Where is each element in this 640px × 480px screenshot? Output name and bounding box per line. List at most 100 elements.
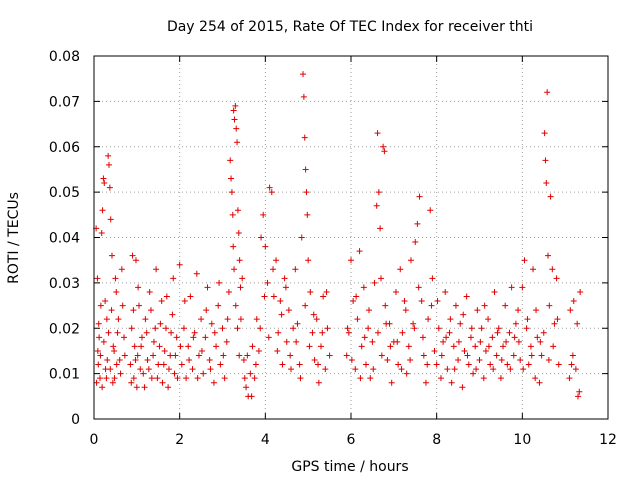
data-point <box>281 275 288 282</box>
data-point <box>130 307 137 314</box>
data-point <box>365 307 372 314</box>
data-point <box>544 89 551 96</box>
data-point <box>287 352 294 359</box>
data-point <box>457 320 464 327</box>
data-point <box>444 366 451 373</box>
data-point <box>99 384 106 391</box>
data-point <box>504 361 511 368</box>
data-point <box>266 184 273 191</box>
data-point <box>96 375 103 382</box>
data-point <box>228 175 235 182</box>
data-point <box>174 375 181 382</box>
data-point <box>94 347 101 354</box>
data-point <box>315 379 322 386</box>
data-point <box>463 293 470 300</box>
data-point <box>392 288 399 295</box>
data-point <box>365 325 372 332</box>
data-point <box>424 361 431 368</box>
data-point <box>132 257 139 264</box>
data-point <box>401 298 408 305</box>
data-point <box>319 329 326 336</box>
data-point <box>495 325 502 332</box>
data-point <box>371 279 378 286</box>
chart-title: Day 254 of 2015, Rate Of TEC Index for r… <box>167 19 533 35</box>
data-point <box>477 338 484 345</box>
data-point <box>260 211 267 218</box>
data-point <box>510 352 517 359</box>
data-point <box>377 225 384 232</box>
data-point <box>541 130 548 137</box>
data-point <box>268 189 275 196</box>
data-point <box>375 189 382 196</box>
data-point <box>301 134 308 141</box>
data-point <box>569 352 576 359</box>
data-point <box>100 175 107 182</box>
data-point <box>264 279 271 286</box>
data-point <box>356 248 363 255</box>
data-point <box>550 343 557 350</box>
data-point <box>572 366 579 373</box>
data-point <box>217 361 224 368</box>
data-point <box>235 229 242 236</box>
data-point <box>116 357 123 364</box>
data-point <box>274 347 281 354</box>
data-point <box>210 379 217 386</box>
x-tick-label: 2 <box>175 432 184 448</box>
data-point <box>442 288 449 295</box>
data-point <box>234 139 241 146</box>
data-point <box>399 329 406 336</box>
data-point <box>500 343 507 350</box>
data-point <box>189 366 196 373</box>
data-point <box>150 352 157 359</box>
data-point <box>258 234 265 241</box>
data-point <box>248 393 255 400</box>
x-axis-label: GPS time / hours <box>291 459 408 475</box>
data-point <box>108 252 115 259</box>
data-point <box>101 180 108 187</box>
data-point <box>520 366 527 373</box>
data-point <box>512 320 519 327</box>
data-point <box>202 334 209 341</box>
data-point <box>273 257 280 264</box>
data-point <box>515 307 522 314</box>
data-point <box>275 329 282 336</box>
data-point <box>231 266 238 273</box>
data-point <box>105 152 112 159</box>
data-point <box>461 347 468 354</box>
data-point <box>357 375 364 382</box>
data-point <box>176 261 183 268</box>
data-point <box>395 361 402 368</box>
data-point <box>546 302 553 309</box>
data-point <box>194 375 201 382</box>
data-point <box>419 334 426 341</box>
x-axis-tick-labels: 0 2 4 6 8 10 12 <box>90 432 617 448</box>
data-point <box>193 270 200 277</box>
data-point <box>315 361 322 368</box>
data-point <box>213 343 220 350</box>
data-point <box>498 357 505 364</box>
data-point <box>447 316 454 323</box>
data-point <box>549 266 556 273</box>
data-point <box>108 307 115 314</box>
data-point <box>370 366 377 373</box>
data-point <box>244 352 251 359</box>
data-points <box>93 71 584 400</box>
data-point <box>473 366 480 373</box>
data-point <box>216 279 223 286</box>
data-point <box>530 266 537 273</box>
data-point <box>311 357 318 364</box>
data-point <box>502 302 509 309</box>
data-point <box>106 184 113 191</box>
data-point <box>241 375 248 382</box>
data-point <box>459 384 466 391</box>
data-point <box>95 361 102 368</box>
data-point <box>146 288 153 295</box>
data-point <box>270 266 277 273</box>
data-point <box>343 352 350 359</box>
y-tick-label: 0.05 <box>49 185 80 201</box>
data-point <box>348 257 354 264</box>
data-point <box>143 329 150 336</box>
data-point <box>141 384 148 391</box>
data-point <box>298 234 305 241</box>
data-point <box>367 375 374 382</box>
